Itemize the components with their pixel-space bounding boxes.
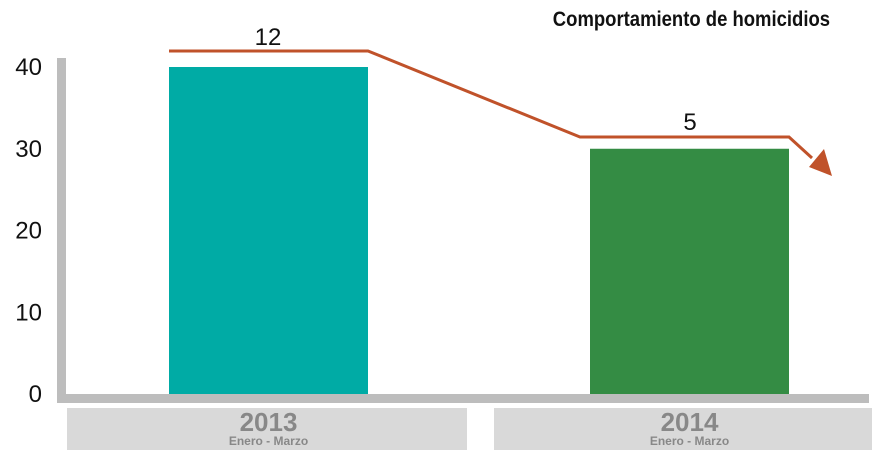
y-tick-label: 30: [15, 136, 42, 163]
chart-title: Comportamiento de homicidios: [552, 8, 830, 31]
y-axis-line: [57, 58, 66, 399]
y-tick-label: 20: [15, 218, 42, 245]
y-tick-label: 40: [15, 54, 42, 81]
x-tick-sublabel: Enero - Marzo: [650, 434, 729, 448]
x-tick-sublabel: Enero - Marzo: [229, 434, 308, 448]
x-axis-line: [57, 394, 869, 403]
trend-arrow-line: [169, 49, 814, 160]
x-tick-label: 2014: [661, 407, 719, 437]
trend-value-label: 12: [255, 24, 282, 51]
trend-value-label: 5: [683, 109, 696, 136]
y-tick-label: 10: [15, 299, 42, 326]
x-tick-label: 2013: [240, 407, 298, 437]
bar-2013: [169, 67, 368, 394]
bar-2014: [590, 148, 789, 394]
trend-arrow-head: [809, 149, 832, 176]
category-box: [494, 408, 872, 450]
y-tick-label: 0: [29, 381, 42, 408]
category-box: [67, 408, 467, 450]
